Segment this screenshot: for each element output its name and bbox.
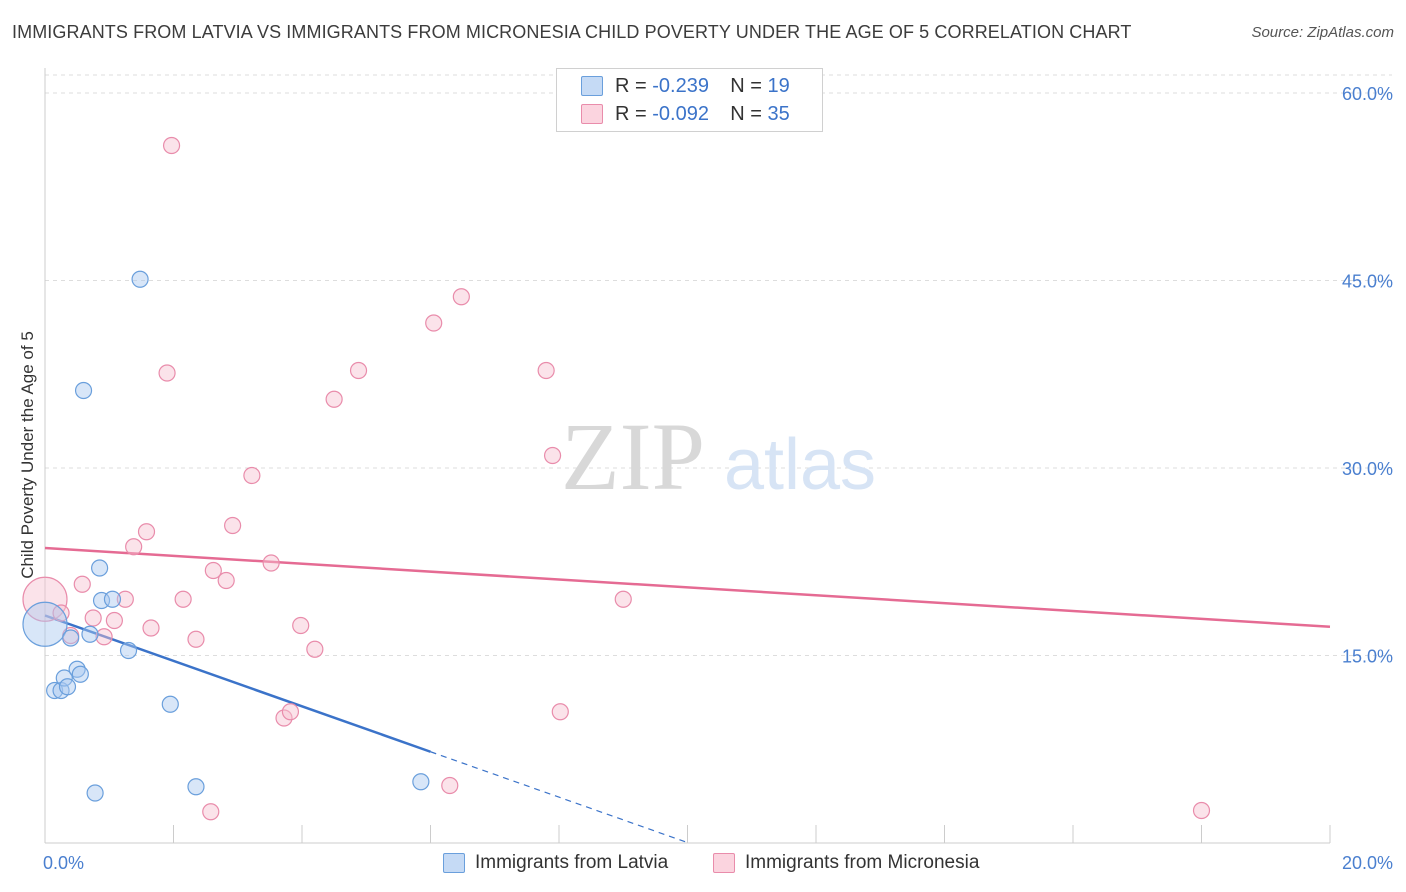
point-latvia	[412, 773, 430, 791]
bottom-legend-swatch-latvia	[443, 853, 465, 873]
point-latvia	[86, 784, 104, 802]
point-micronesia	[537, 361, 555, 380]
legend-row-micronesia: R = -0.092 N = 35	[581, 102, 790, 126]
point-micronesia	[116, 590, 134, 608]
point-micronesia	[325, 390, 343, 408]
watermark-zip: ZIP	[561, 403, 705, 510]
point-micronesia	[1192, 801, 1211, 820]
point-micronesia	[262, 554, 280, 572]
point-micronesia	[142, 619, 160, 637]
point-micronesia	[543, 446, 562, 465]
watermark: ZIP atlas	[561, 403, 876, 510]
point-latvia	[58, 678, 77, 696]
legend-n-value-micronesia: 35	[767, 102, 790, 125]
y-tick-label: 60.0%	[1342, 84, 1393, 104]
point-latvia	[119, 641, 138, 660]
legend-n-label: N =	[730, 102, 762, 125]
point-micronesia	[174, 590, 192, 608]
point-micronesia	[224, 516, 242, 535]
point-latvia	[22, 601, 68, 647]
trend-lines	[44, 546, 1331, 844]
point-micronesia	[162, 136, 181, 155]
bottom-legend-label-micronesia: Immigrants from Micronesia	[745, 852, 980, 873]
bottom-legend-latvia: Immigrants from Latvia	[443, 852, 668, 874]
point-micronesia	[52, 604, 70, 622]
point-micronesia	[614, 590, 632, 608]
point-micronesia	[95, 628, 113, 646]
point-micronesia	[204, 561, 222, 580]
data-points	[22, 136, 1211, 821]
point-latvia	[71, 665, 89, 683]
point-micronesia	[125, 538, 143, 556]
y-tick-label: 30.0%	[1342, 459, 1393, 479]
point-latvia	[91, 559, 109, 577]
legend-swatch-latvia	[581, 76, 603, 96]
point-latvia	[62, 629, 80, 647]
y-tick-label: 45.0%	[1342, 272, 1393, 292]
point-micronesia	[275, 709, 293, 727]
point-micronesia	[349, 361, 368, 380]
legend-n-value-latvia: 19	[767, 74, 790, 97]
source-label: Source: ZipAtlas.com	[1251, 24, 1394, 41]
x-tick-label: 20.0%	[1342, 853, 1393, 873]
point-latvia	[187, 778, 205, 796]
legend: R = -0.239 N = 19 R = -0.092 N = 35	[556, 68, 823, 132]
point-micronesia	[243, 466, 261, 485]
bottom-legend-label-latvia: Immigrants from Latvia	[475, 852, 669, 873]
point-latvia	[74, 381, 93, 400]
x-tick-label: 0.0%	[43, 853, 84, 873]
point-micronesia	[292, 616, 310, 635]
point-micronesia	[105, 611, 123, 630]
point-micronesia	[217, 571, 235, 590]
point-micronesia	[202, 803, 220, 821]
chart-title: IMMIGRANTS FROM LATVIA VS IMMIGRANTS FRO…	[12, 22, 1132, 42]
point-micronesia	[281, 703, 300, 721]
trend-line-micronesia	[44, 546, 1331, 628]
point-micronesia	[84, 609, 102, 627]
legend-r-label: R =	[615, 102, 647, 125]
point-micronesia	[441, 776, 459, 795]
tick-labels: 15.0% 30.0% 45.0% 60.0% 0.0% 20.0%	[43, 84, 1393, 873]
point-micronesia	[452, 288, 470, 306]
point-latvia	[131, 270, 149, 288]
point-latvia	[46, 681, 64, 700]
point-micronesia	[73, 575, 91, 593]
grid-lines	[45, 74, 1392, 656]
bottom-legend-micronesia: Immigrants from Micronesia	[713, 852, 979, 874]
point-micronesia	[22, 576, 68, 622]
point-micronesia	[158, 364, 176, 382]
point-micronesia	[187, 630, 205, 648]
legend-n-label: N =	[730, 74, 762, 97]
legend-r-value-latvia: -0.239	[652, 74, 709, 97]
legend-row-latvia: R = -0.239 N = 19	[581, 74, 790, 98]
legend-swatch-micronesia	[581, 104, 603, 124]
watermark-atlas: atlas	[724, 425, 876, 505]
point-latvia	[81, 625, 99, 643]
point-micronesia	[425, 314, 443, 332]
axes	[44, 68, 1331, 844]
point-micronesia	[551, 703, 569, 721]
trend-line-latvia	[44, 614, 431, 753]
y-tick-label: 15.0%	[1342, 647, 1393, 667]
point-latvia	[68, 660, 86, 678]
legend-r-label: R =	[615, 74, 647, 97]
legend-r-value-micronesia: -0.092	[652, 102, 709, 125]
point-micronesia	[306, 640, 324, 658]
bottom-legend-swatch-micronesia	[713, 853, 735, 873]
point-latvia	[161, 695, 179, 713]
point-latvia	[55, 669, 73, 687]
point-micronesia	[137, 523, 156, 541]
trend-line-latvia-extension	[430, 751, 688, 844]
point-latvia	[103, 590, 122, 608]
